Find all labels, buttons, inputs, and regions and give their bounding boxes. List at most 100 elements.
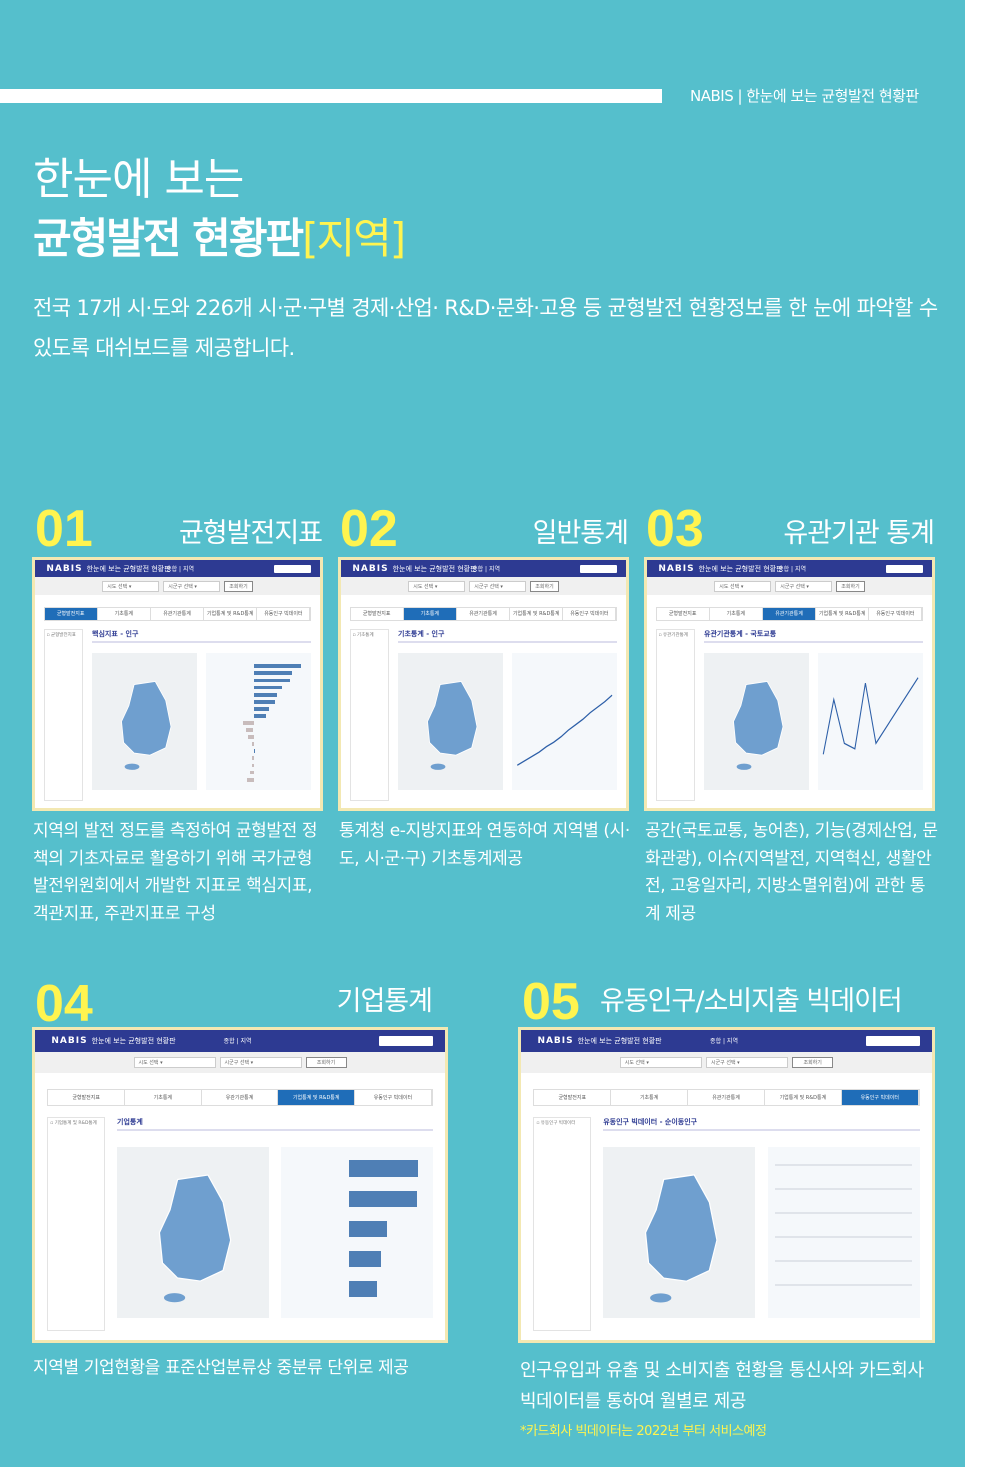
dashboard-nav: 종합 | 지역 — [166, 566, 195, 574]
header-buttons — [379, 1035, 433, 1046]
dashboard-screenshot-05: NABIS 한눈에 보는 균형발전 현황판 종합 | 지역 시도 선택 ▾ 시군구 선택… — [518, 1027, 935, 1343]
sigungu-select: 시군구 선택 ▾ — [775, 580, 833, 592]
chart-area — [281, 1146, 433, 1318]
chart-bar — [349, 1280, 377, 1298]
tab-0: 균형발전지표 — [44, 608, 98, 620]
tab-4: 유동인구 빅데이터 — [869, 608, 923, 620]
dashboard-panel: 기초통계 - 인구 — [398, 629, 618, 800]
section-number-04: 04 — [35, 975, 93, 1033]
korea-map — [733, 681, 784, 771]
section-desc-01: 지역의 발전 정도를 측정하여 균형발전 정책의 기초자료로 활용하기 위해 국… — [33, 821, 318, 924]
table-row — [775, 1187, 913, 1190]
table-row — [775, 1163, 913, 1166]
header-buttons — [274, 564, 312, 573]
filter-bar: 시도 선택 ▾ 시군구 선택 ▾ 조회하기 — [521, 1051, 932, 1074]
dashboard-header: NABIS 한눈에 보는 균형발전 현황판 종합 | 지역 — [647, 560, 932, 578]
table-row — [775, 1235, 913, 1238]
top-rule — [0, 89, 662, 103]
chart-bar — [253, 664, 301, 669]
map-area — [117, 1146, 269, 1318]
chart-bar — [253, 692, 278, 697]
header-buttons — [886, 564, 924, 573]
line-chart — [822, 677, 919, 755]
tab-3: 기업통계 및 R&D통계 — [510, 608, 564, 620]
sido-select: 시도 선택 ▾ — [619, 1057, 702, 1069]
dashboard-tabs: 균형발전지표 기초통계 유관기관통계 기업통계 및 R&D통계 유동인구 빅데이터 — [43, 607, 312, 621]
filter-bar: 시도 선택 ▾ 시군구 선택 ▾ 조회하기 — [341, 577, 626, 595]
tab-4: 유동인구 빅데이터 — [563, 608, 617, 620]
dashboard-screenshot-01: NABIS 한눈에 보는 균형발전 현황판 종합 | 지역 시도 선택 ▾ 시군구 선택… — [32, 557, 323, 811]
hero-title-line1: 한눈에 보는 — [33, 154, 244, 205]
chart-bar — [251, 763, 254, 768]
chart-area — [206, 653, 312, 791]
tab-3: 기업통계 및 R&D통계 — [816, 608, 870, 620]
dashboard-tabs: 균형발전지표 기초통계 유관기관통계 기업통계 및 R&D통계 유동인구 빅데이터 — [349, 607, 618, 621]
dashboard-nav: 종합 | 지역 — [472, 566, 501, 574]
chart-bar — [349, 1160, 418, 1177]
sigungu-select: 시군구 선택 ▾ — [219, 1057, 302, 1069]
search-button: 조회하기 — [792, 1057, 834, 1069]
dashboard-screenshot-02: NABIS 한눈에 보는 균형발전 현황판 종합 | 지역 시도 선택 ▾ 시군구 선택… — [338, 557, 629, 811]
dashboard-header: NABIS 한눈에 보는 균형발전 현황판 종합 | 지역 — [35, 1030, 445, 1052]
sidebar-tree: ▫ 기업통계 및 R&D통계 — [47, 1116, 105, 1331]
dashboard-panel: 유동인구 빅데이터 - 순이동인구 — [603, 1117, 920, 1331]
dashboard-subtitle: 한눈에 보는 균형발전 현황판 — [698, 564, 783, 573]
footnote: *카드회사 빅데이터는 2022년 부터 서비스예정 — [520, 1424, 767, 1439]
korea-map — [121, 681, 172, 771]
hero-intro: 전국 17개 시·도와 226개 시·군·구별 경제·산업· R&D·문화·고용… — [33, 296, 938, 360]
chart-bar — [253, 713, 267, 718]
dashboard-tabs: 균형발전지표 기초통계 유관기관통계 기업통계 및 R&D통계 유동인구 빅데이터 — [655, 607, 924, 621]
sido-select: 시도 선택 ▾ — [102, 580, 160, 592]
sidebar-tree: ▫ 유동인구 빅데이터 — [533, 1116, 591, 1331]
tab-3: 기업통계 및 R&D통계 — [204, 608, 258, 620]
tab-2: 유관기관통계 — [151, 608, 205, 620]
chart-bar — [246, 777, 254, 782]
section-title-02: 일반통계 — [532, 518, 629, 549]
korea-map — [427, 681, 478, 771]
tab-3: 기업통계 및 R&D통계 — [278, 1089, 356, 1105]
dashboard-panel: 기업통계 — [117, 1117, 433, 1331]
chart-bar — [253, 678, 291, 683]
dashboard-nav: 종합 | 지역 — [223, 1038, 252, 1046]
sigungu-select: 시군구 선택 ▾ — [705, 1057, 789, 1069]
section-title-04: 기업통계 — [336, 986, 433, 1017]
chart-area — [512, 653, 618, 791]
section-desc-04: 지역별 기업현황을 표준산업분류상 중분류 단위로 제공 — [33, 1358, 409, 1378]
korea-map — [645, 1173, 718, 1303]
dashboard-tabs: 균형발전지표 기초통계 유관기관통계 기업통계 및 R&D통계 유동인구 빅데이터 — [533, 1088, 920, 1106]
map-area — [704, 653, 810, 791]
tab-0: 균형발전지표 — [534, 1089, 612, 1105]
search-button: 조회하기 — [224, 580, 253, 592]
chart-bar — [251, 756, 254, 761]
dashboard-tabs: 균형발전지표 기초통계 유관기관통계 기업통계 및 R&D통계 유동인구 빅데이터 — [47, 1088, 433, 1106]
table-row — [775, 1211, 913, 1214]
sigungu-select: 시군구 선택 ▾ — [163, 580, 221, 592]
tab-0: 균형발전지표 — [351, 608, 404, 620]
filter-bar: 시도 선택 ▾ 시군구 선택 ▾ 조회하기 — [35, 577, 320, 595]
search-button: 조회하기 — [836, 580, 865, 592]
tab-3: 기업통계 및 R&D통계 — [765, 1089, 842, 1105]
dashboard-panel: 핵심지표 - 인구 — [92, 629, 312, 800]
hero-title-line2: 균형발전 현황판[지역] — [33, 205, 406, 266]
table-row — [775, 1259, 913, 1262]
chart-bar — [247, 735, 254, 740]
dashboard-subtitle: 한눈에 보는 균형발전 현황판 — [91, 1036, 176, 1045]
tab-0: 균형발전지표 — [657, 608, 710, 620]
section-number-03: 03 — [646, 500, 704, 558]
chart-bar — [349, 1190, 417, 1207]
search-button: 조회하기 — [530, 580, 559, 592]
dashboard-logo: NABIS — [46, 563, 83, 574]
map-area — [92, 653, 198, 791]
korea-map — [158, 1174, 232, 1303]
dashboard-header: NABIS 한눈에 보는 균형발전 현황판 종합 | 지역 — [521, 1030, 932, 1052]
dashboard-logo: NABIS — [658, 563, 695, 574]
header-buttons — [866, 1035, 920, 1046]
dashboard-panel: 유관기관통계 - 국토교통 — [704, 629, 924, 800]
section-title-01: 균형발전지표 — [178, 518, 323, 549]
chart-bar — [245, 728, 254, 732]
dashboard-subtitle: 한눈에 보는 균형발전 현황판 — [577, 1036, 662, 1045]
dashboard-header: NABIS 한눈에 보는 균형발전 현황판 종합 | 지역 — [341, 560, 626, 578]
chart-bar — [253, 685, 283, 690]
sido-select: 시도 선택 ▾ — [714, 580, 772, 592]
